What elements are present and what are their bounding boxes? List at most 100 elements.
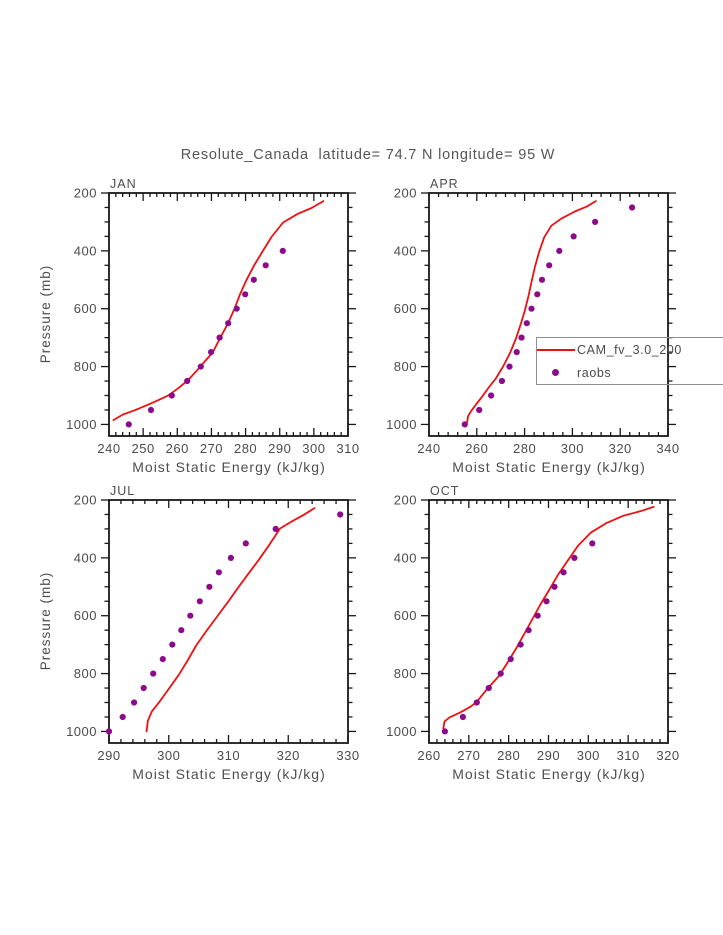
raobs-dot [216,334,223,341]
raobs-dot [538,276,546,283]
panel-month-label: OCT [430,484,459,498]
raobs-dot [525,627,532,634]
raobs-dot [215,569,222,576]
legend-line-swatch [537,348,575,351]
raobs-dot [272,525,279,532]
svg-text:280: 280 [497,748,520,763]
svg-text:310: 310 [217,748,240,763]
model-line-series [112,200,325,422]
raobs-dot [159,656,166,663]
model-line-series [466,200,597,424]
y-axis-label-top-row: Pressure (mb) [38,264,53,364]
legend-dot-label: raobs [577,365,612,380]
legend-row-model: CAM_fv_3.0_200 [537,338,723,361]
raobs-dot [560,569,567,576]
svg-text:200: 200 [74,186,97,201]
svg-text:340: 340 [656,441,679,456]
svg-text:290: 290 [268,441,291,456]
raobs-dot [262,262,269,269]
raobs-dot [513,349,520,356]
raobs-dot [178,627,185,634]
panel-jul-chart: 290 300 310 320 330 200 400 600 800 1000 JUL [66,484,359,763]
raobs-dot [150,670,157,677]
model-line-series [145,507,316,733]
raobs-dot [168,392,175,399]
svg-text:330: 330 [336,748,359,763]
svg-text:250: 250 [132,441,155,456]
raobs-dot [233,305,240,312]
y-axis-label-bottom-row: Pressure (mb) [38,571,53,671]
panel-month-label: JAN [110,177,137,191]
svg-text:240: 240 [97,441,120,456]
svg-text:600: 600 [74,608,97,623]
x-axis-label-jan: Moist Static Energy (kJ/kg) [132,459,326,475]
raobs-dot [225,320,232,327]
svg-text:400: 400 [394,243,417,258]
raobs-dot [242,540,249,547]
panel-month-label: JUL [110,484,135,498]
legend-dot-swatch [552,369,559,376]
raobs-dot [534,612,541,619]
raobs-dot [441,728,448,735]
raobs-dot [119,713,126,721]
raobs-dot [546,262,553,269]
x-axis-label-oct: Moist Static Energy (kJ/kg) [452,766,646,782]
legend-row-raobs: raobs [537,361,723,384]
legend: CAM_fv_3.0_200 raobs [536,337,723,385]
raobs-dot [488,392,495,399]
svg-text:280: 280 [234,441,257,456]
raobs-dot [528,305,535,312]
raobs-dot [498,377,505,385]
raobs-dot [571,554,578,561]
svg-text:200: 200 [394,186,417,201]
panel-oct-chart: 260 270 280 290 300 310 320 200 400 600 800 1000 OCT [386,484,679,763]
svg-text:260: 260 [417,748,440,763]
raobs-dot [227,554,234,561]
raobs-dot [337,511,344,518]
svg-text:200: 200 [74,493,97,508]
raobs-dot [461,421,468,428]
raobs-dot [250,276,257,283]
raobs-dot [242,291,249,298]
raobs-dot [506,363,513,370]
svg-text:280: 280 [513,441,536,456]
raobs-dot [476,406,483,414]
raobs-dot [497,670,504,677]
model-line-series [442,505,655,730]
raobs-dot [589,540,596,547]
svg-text:600: 600 [394,301,417,316]
svg-text:1000: 1000 [386,417,417,432]
raobs-dot [125,421,132,428]
svg-text:310: 310 [617,748,640,763]
panel-apr-chart: 240 260 280 300 320 340 200 400 600 800 1000 APR [386,177,679,456]
raobs-dot [507,656,514,663]
svg-text:310: 310 [336,441,359,456]
svg-text:320: 320 [609,441,632,456]
svg-text:1000: 1000 [66,724,97,739]
raobs-dot [473,699,480,706]
raobs-dot [196,598,203,605]
raobs-dot [105,728,113,735]
legend-line-label: CAM_fv_3.0_200 [577,342,682,357]
raobs-dot [208,349,215,356]
x-axis-label-apr: Moist Static Energy (kJ/kg) [452,459,646,475]
svg-text:400: 400 [394,550,417,565]
raobs-dot [459,713,466,721]
svg-text:240: 240 [417,441,440,456]
raobs-dot [147,406,155,414]
svg-text:300: 300 [577,748,600,763]
raobs-dot [551,583,558,590]
svg-text:300: 300 [157,748,180,763]
svg-text:600: 600 [74,301,97,316]
raobs-dot [518,334,525,341]
svg-text:800: 800 [394,359,417,374]
svg-text:400: 400 [74,243,97,258]
svg-text:800: 800 [394,666,417,681]
raobs-dot [570,233,577,240]
raobs-dot [517,641,524,648]
raobs-dot [131,699,138,706]
svg-text:290: 290 [97,748,120,763]
svg-text:1000: 1000 [66,417,97,432]
raobs-dot [543,598,550,605]
